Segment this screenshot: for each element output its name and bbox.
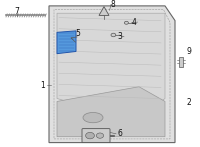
Circle shape [111,33,116,37]
Polygon shape [49,6,175,143]
Text: 3: 3 [118,32,122,41]
Text: 7: 7 [15,7,19,16]
Circle shape [86,132,94,139]
Bar [179,57,183,67]
Circle shape [96,133,104,138]
Text: 6: 6 [118,129,122,138]
Text: 5: 5 [76,29,80,38]
Polygon shape [99,7,109,15]
Text: 9: 9 [187,47,191,56]
Ellipse shape [83,112,103,123]
Text: 2: 2 [187,98,191,107]
Text: 4: 4 [132,17,136,27]
FancyBboxPatch shape [82,129,110,143]
Polygon shape [57,87,165,137]
Polygon shape [57,13,165,121]
Polygon shape [57,31,76,54]
Text: 1: 1 [41,81,45,90]
Circle shape [124,21,128,24]
Text: 8: 8 [111,0,115,9]
